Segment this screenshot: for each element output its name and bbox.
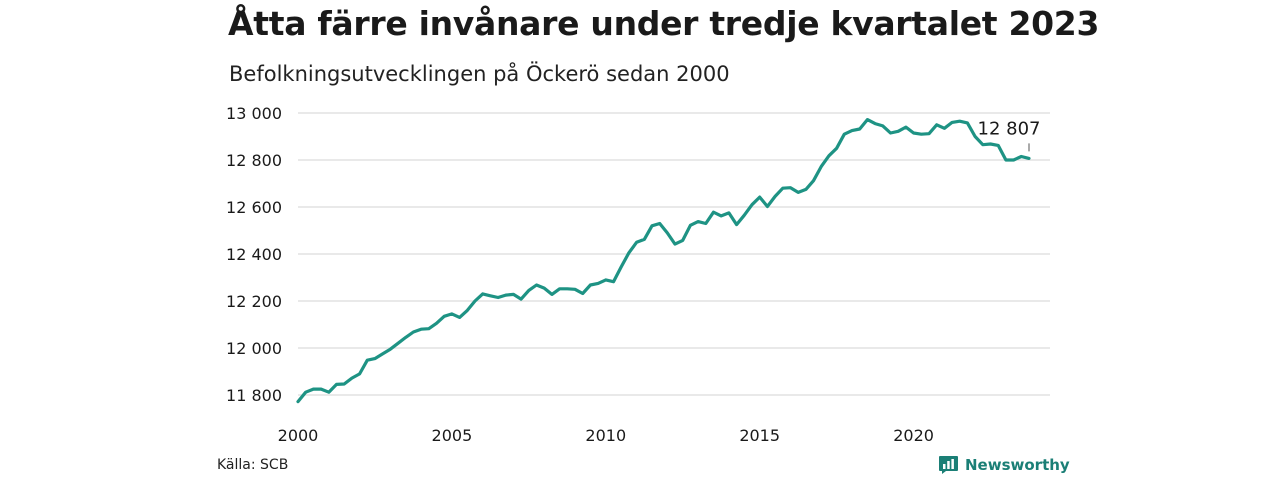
chart-subtitle: Befolkningsutvecklingen på Öckerö sedan … (229, 62, 730, 86)
source-note: Källa: SCB (217, 457, 289, 473)
y-tick-label: 12 800 (226, 151, 282, 170)
last-value-label: 12 807 (978, 118, 1041, 139)
x-axis-ticks: 2000 2005 2010 2015 2020 (278, 426, 934, 445)
x-tick-label: 2010 (585, 426, 626, 445)
x-tick-label: 2005 (432, 426, 473, 445)
x-tick-label: 2015 (739, 426, 780, 445)
gridlines (298, 112, 1050, 396)
series-line (296, 117, 1031, 404)
y-tick-label: 13 000 (226, 104, 282, 123)
y-tick-label: 12 600 (226, 198, 282, 217)
y-axis-ticks: 11 800 12 000 12 200 12 400 12 600 12 800 13 0… (226, 104, 282, 405)
y-tick-label: 11 800 (226, 386, 282, 405)
brand-logo[interactable]: Newsworthy (938, 455, 1070, 475)
y-tick-label: 12 400 (226, 245, 282, 264)
x-tick-label: 2000 (278, 426, 319, 445)
brand-name: Newsworthy (965, 456, 1070, 474)
annotations: 12 807 (978, 118, 1041, 152)
newsworthy-logo-icon (939, 456, 958, 474)
series-lines (296, 117, 1031, 404)
y-tick-label: 12 000 (226, 339, 282, 358)
chart-title: Åtta färre invånare under tredje kvartal… (228, 4, 1100, 43)
x-tick-label: 2020 (893, 426, 934, 445)
y-tick-label: 12 200 (226, 292, 282, 311)
